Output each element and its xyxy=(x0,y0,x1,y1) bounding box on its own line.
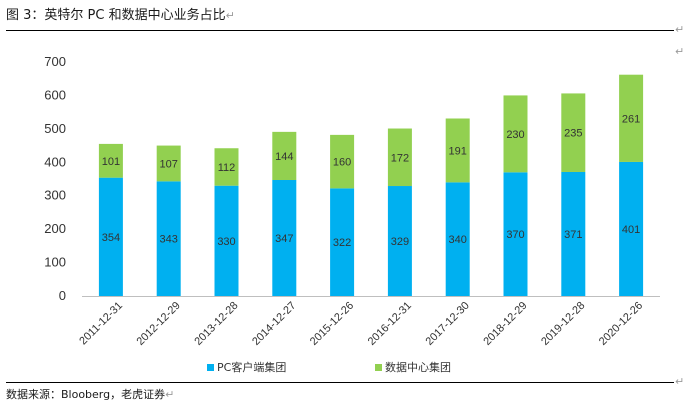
top-edge-mark: ↵ xyxy=(675,23,685,36)
top-edge-mark-2: ↵ xyxy=(675,45,685,58)
data-label: 261 xyxy=(622,113,640,125)
bar-segment-data-center xyxy=(503,95,528,173)
data-label: 354 xyxy=(102,232,120,244)
bar-segment-pc-client xyxy=(503,172,528,296)
y-tick-label: 300 xyxy=(44,188,66,203)
y-axis: 0 100 200 300 400 500 600 700 xyxy=(44,54,66,303)
data-label: 340 xyxy=(449,234,467,246)
y-tick-label: 400 xyxy=(44,154,66,169)
bars-layer xyxy=(98,74,644,296)
bar-segment-pc-client xyxy=(214,185,239,296)
x-tick-label: 2020-12-26 xyxy=(597,300,645,348)
data-label: 230 xyxy=(506,129,524,141)
figure-title: 图 3：英特尔 PC 和数据中心业务占比↵ xyxy=(6,4,235,23)
source-note: 数据来源：Blooberg，老虎证券↵ xyxy=(6,386,174,402)
data-label: 343 xyxy=(160,234,178,246)
x-tick-label: 2018-12-29 xyxy=(481,300,529,348)
y-tick-label: 700 xyxy=(44,54,66,69)
data-label: 144 xyxy=(275,151,293,163)
bar-segment-data-center xyxy=(98,143,123,178)
bottom-rule xyxy=(6,382,674,383)
bar-segment-pc-client xyxy=(387,186,412,296)
data-label: 172 xyxy=(391,152,409,164)
bar-segment-data-center xyxy=(387,128,412,187)
y-tick-label: 0 xyxy=(59,288,66,303)
data-labels-layer: 354 101 343 107 330 112 347 144 322 160 329 172 340 1… xyxy=(102,113,641,249)
source-return-mark: ↵ xyxy=(165,388,175,401)
x-tick-label: 2017-12-30 xyxy=(424,300,472,348)
x-tick-label: 2019-12-28 xyxy=(539,300,587,348)
bar-segment-data-center xyxy=(214,148,239,186)
bar-segment-pc-client xyxy=(156,181,181,296)
title-return-mark: ↵ xyxy=(225,9,235,22)
data-label: 329 xyxy=(391,236,409,248)
legend: PC客户端集团 数据中心集团 xyxy=(207,360,451,374)
x-tick-label: 2016-12-31 xyxy=(366,300,414,348)
bar-segment-data-center xyxy=(272,131,297,181)
bottom-edge-mark: ↵ xyxy=(675,375,685,388)
x-tick-label: 2015-12-26 xyxy=(308,300,356,348)
figure-title-text: 图 3：英特尔 PC 和数据中心业务占比 xyxy=(6,8,226,23)
top-rule xyxy=(6,30,674,31)
x-axis: 2011-12-31 2012-12-29 2013-12-28 2014-12-27… xyxy=(77,296,660,348)
x-tick-label: 2012-12-29 xyxy=(135,300,183,348)
data-label: 330 xyxy=(217,236,235,248)
y-tick-label: 200 xyxy=(44,221,66,236)
source-text: 数据来源：Blooberg，老虎证券 xyxy=(6,388,166,401)
y-tick-label: 600 xyxy=(44,87,66,102)
bar-segment-pc-client xyxy=(98,177,123,296)
data-label: 112 xyxy=(218,162,236,174)
legend-swatch xyxy=(375,364,382,371)
data-label: 347 xyxy=(275,233,293,245)
bar-segment-pc-client xyxy=(619,161,644,296)
bar-segment-data-center xyxy=(445,118,470,183)
bar-segment-pc-client xyxy=(445,182,470,296)
bar-segment-pc-client xyxy=(561,171,586,296)
data-label: 235 xyxy=(564,128,582,140)
x-tick-label: 2014-12-27 xyxy=(250,300,298,348)
data-label: 371 xyxy=(564,229,582,241)
data-label: 401 xyxy=(622,224,640,236)
data-label: 101 xyxy=(102,156,120,168)
legend-label: PC客户端集团 xyxy=(217,360,286,374)
bar-segment-data-center xyxy=(561,93,586,172)
bar-segment-data-center xyxy=(619,74,644,162)
legend-label: 数据中心集团 xyxy=(385,360,451,374)
bar-segment-pc-client xyxy=(272,180,297,296)
y-tick-label: 500 xyxy=(44,121,66,136)
data-label: 370 xyxy=(506,229,524,241)
x-tick-label: 2013-12-28 xyxy=(192,300,240,348)
bar-segment-pc-client xyxy=(330,188,355,296)
bar-segment-data-center xyxy=(156,145,181,182)
data-label: 107 xyxy=(160,158,178,170)
legend-swatch xyxy=(207,364,214,371)
bar-segment-data-center xyxy=(330,134,355,189)
data-label: 160 xyxy=(333,157,351,169)
data-label: 322 xyxy=(333,237,351,249)
y-tick-label: 100 xyxy=(44,255,66,270)
data-label: 191 xyxy=(449,145,467,157)
x-tick-label: 2011-12-31 xyxy=(77,300,125,348)
